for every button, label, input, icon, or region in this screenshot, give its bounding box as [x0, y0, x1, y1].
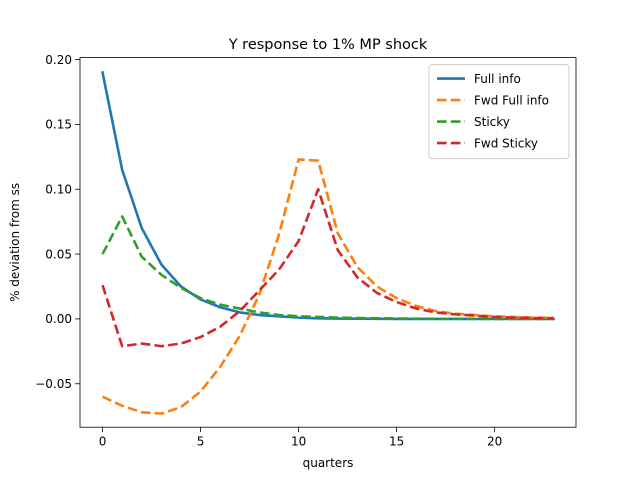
plot-frame: [79, 57, 577, 428]
y-tick-label: 0.20: [45, 53, 72, 67]
series-line-2: [101, 215, 554, 321]
legend-label-0: Full info: [474, 72, 521, 86]
legend: Full info Fwd Full info Sticky Fwd Sticky: [428, 64, 570, 160]
series-line-1: [102, 158, 554, 415]
y-tick-label: 0.05: [45, 247, 72, 261]
series-line-0: [101, 70, 555, 321]
x-axis-ticks: 0 5 10 15 20: [99, 427, 502, 449]
y-axis-ticks: −0.05 0.00 0.05 0.10 0.15 0.20: [35, 53, 80, 391]
legend-label-1: Fwd Full info: [474, 93, 549, 107]
x-tick-label: 20: [487, 435, 502, 449]
y-tick-label: 0.15: [45, 118, 72, 132]
legend-box: [428, 64, 570, 160]
series-layer: [101, 70, 555, 415]
legend-label-2: Sticky: [474, 115, 510, 129]
axes-layer: [79, 57, 577, 428]
x-tick-label: 10: [291, 435, 306, 449]
chart-title: Y response to 1% MP shock: [228, 37, 428, 53]
series-line-3: [101, 187, 554, 348]
x-axis-label: quarters: [303, 456, 354, 470]
y-tick-label: −0.05: [35, 377, 72, 391]
y-tick-label: 0.00: [45, 312, 72, 326]
x-tick-label: 15: [389, 435, 404, 449]
y-axis-label: % deviation from ss: [8, 183, 22, 302]
legend-label-3: Fwd Sticky: [474, 136, 538, 150]
y-tick-label: 0.10: [45, 183, 72, 197]
x-tick-label: 5: [197, 435, 205, 449]
x-tick-label: 0: [99, 435, 107, 449]
